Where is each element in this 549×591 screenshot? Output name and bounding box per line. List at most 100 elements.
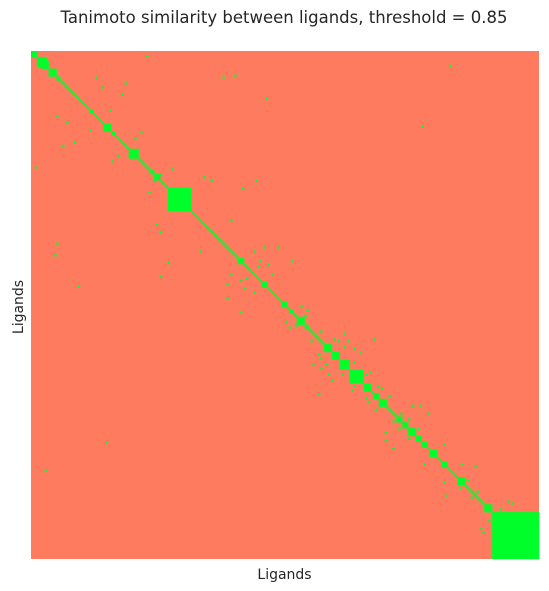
similar-cell-run — [385, 432, 387, 434]
similar-cell-run — [475, 495, 477, 497]
similar-cell-run — [492, 520, 539, 522]
similar-cell-run — [121, 141, 123, 143]
similar-cell-run — [70, 90, 72, 92]
similar-cell-run — [473, 493, 475, 495]
similar-cell-run — [252, 272, 254, 274]
similar-cell-run — [226, 297, 228, 299]
similar-cell-run — [428, 448, 430, 450]
similar-cell-run — [480, 500, 482, 502]
similar-cell-run — [127, 147, 129, 149]
similar-cell-run — [396, 420, 402, 422]
similar-cell-run — [297, 317, 305, 319]
similar-cell-run — [154, 178, 160, 180]
similar-cell-run — [430, 452, 438, 454]
similar-cell-run — [476, 496, 478, 498]
similar-cell-run — [90, 110, 94, 112]
similar-cell-run — [467, 487, 469, 489]
similar-cell-run — [449, 469, 451, 471]
similar-cell-run — [62, 82, 64, 84]
similar-cell-run — [484, 506, 492, 508]
similar-cell-run — [228, 248, 230, 250]
similar-cell-run — [441, 463, 447, 465]
similar-cell-run — [49, 74, 57, 76]
similar-cell-run — [86, 106, 88, 108]
similar-cell-run — [250, 270, 252, 272]
similar-cell-run — [105, 442, 107, 444]
similar-cell-run — [492, 557, 539, 559]
similar-cell-run — [238, 258, 244, 260]
similar-cell-run — [135, 137, 137, 139]
y-axis-label: Ligands — [11, 280, 27, 334]
similar-cell-run — [492, 522, 539, 524]
similar-cell-run — [348, 340, 350, 342]
similar-cell-run — [353, 348, 355, 350]
similar-cell-run — [146, 55, 148, 57]
similar-cell-run — [492, 516, 539, 518]
similar-cell-run — [334, 338, 336, 340]
similar-cell-run — [492, 543, 539, 545]
similar-cell-run — [289, 311, 293, 313]
similar-cell-run — [168, 209, 192, 211]
similar-cell-run — [492, 551, 539, 553]
similar-cell-run — [387, 407, 389, 409]
similar-cell-run — [109, 110, 111, 112]
similar-cell-run — [492, 555, 539, 557]
similar-cell-run — [408, 428, 416, 430]
similar-cell-run — [267, 264, 269, 266]
similar-cell-run — [37, 57, 47, 59]
similar-cell-run — [94, 114, 96, 116]
similar-cell-run — [78, 98, 80, 100]
similar-cell-run — [78, 285, 80, 287]
similar-cell-run — [49, 71, 57, 73]
similar-cell-run — [492, 541, 539, 543]
similar-cell-run — [291, 260, 293, 262]
similar-cell-run — [340, 368, 350, 370]
similar-cell-run — [373, 338, 375, 340]
similar-cell-run — [256, 276, 258, 278]
similar-cell-run — [492, 538, 539, 540]
similar-cell-run — [392, 420, 394, 422]
similar-cell-run — [262, 282, 268, 284]
similar-cell-run — [402, 424, 408, 426]
similar-cell-run — [258, 266, 260, 268]
similar-cell-run — [471, 491, 473, 493]
similar-cell-run — [205, 225, 207, 227]
similar-cell-run — [471, 496, 473, 498]
similar-cell-run — [408, 418, 410, 420]
similar-cell-run — [492, 545, 539, 547]
similar-cell-run — [306, 309, 308, 311]
similar-cell-run — [154, 174, 162, 176]
similar-cell-run — [254, 274, 256, 276]
similar-cell-run — [140, 131, 142, 133]
similar-cell-run — [371, 391, 373, 393]
similar-cell-run — [37, 59, 47, 61]
similar-cell-run — [121, 94, 123, 96]
similar-cell-run — [389, 395, 391, 397]
similar-cell-run — [320, 368, 322, 370]
similar-cell-run — [74, 141, 76, 143]
similar-cell-run — [422, 125, 424, 127]
similar-cell-run — [273, 293, 275, 295]
similar-cell-run — [492, 547, 539, 549]
similar-cell-run — [254, 291, 256, 293]
similar-cell-run — [140, 160, 142, 162]
similar-cell-run — [332, 356, 340, 358]
similar-cell-run — [262, 284, 268, 286]
similar-cell-run — [281, 305, 287, 307]
similar-cell-run — [379, 399, 387, 401]
similar-cell-run — [246, 266, 248, 268]
similar-cell-run — [492, 528, 539, 530]
similar-cell-run — [340, 366, 350, 368]
similar-cell-run — [80, 100, 82, 102]
similar-cell-run — [428, 412, 430, 414]
similar-cell-run — [320, 340, 322, 342]
similar-cell-run — [279, 299, 281, 301]
similar-cell-run — [222, 76, 224, 78]
similar-cell-run — [340, 364, 350, 366]
similar-cell-run — [191, 211, 193, 213]
similar-cell-run — [344, 332, 346, 334]
similar-cell-run — [195, 215, 197, 217]
similar-cell-run — [221, 241, 223, 243]
similar-cell-run — [318, 338, 320, 340]
similar-cell-run — [31, 55, 37, 57]
